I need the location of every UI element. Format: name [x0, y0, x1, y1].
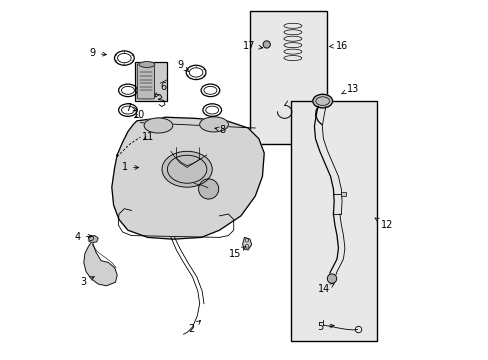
Text: 17: 17	[243, 41, 262, 50]
Bar	[249, 12, 326, 144]
Text: 3: 3	[81, 277, 94, 287]
Ellipse shape	[162, 151, 212, 187]
Text: 9: 9	[177, 60, 188, 71]
Text: 11: 11	[142, 132, 154, 142]
Text: 15: 15	[228, 247, 245, 258]
Ellipse shape	[312, 94, 332, 108]
Polygon shape	[112, 117, 264, 239]
FancyBboxPatch shape	[137, 64, 154, 99]
Text: 5: 5	[317, 322, 333, 332]
Text: 2: 2	[188, 320, 200, 334]
Bar	[290, 101, 376, 341]
Circle shape	[326, 274, 336, 283]
Text: 1: 1	[122, 162, 139, 172]
Text: 8: 8	[214, 125, 225, 135]
Ellipse shape	[139, 62, 155, 67]
Circle shape	[263, 41, 270, 48]
Bar	[341, 192, 345, 196]
Text: 10: 10	[133, 111, 145, 121]
FancyBboxPatch shape	[135, 62, 167, 101]
Polygon shape	[88, 235, 98, 243]
Text: 16: 16	[329, 41, 347, 50]
Ellipse shape	[199, 117, 228, 132]
Text: 9: 9	[89, 48, 106, 58]
Text: 7: 7	[125, 103, 137, 113]
Text: 6: 6	[155, 82, 166, 97]
Circle shape	[198, 179, 218, 199]
Text: 4: 4	[74, 232, 92, 242]
Ellipse shape	[144, 118, 172, 133]
Text: 14: 14	[318, 284, 333, 294]
Text: 13: 13	[341, 84, 358, 94]
Polygon shape	[83, 241, 117, 286]
Polygon shape	[242, 237, 251, 250]
Text: 12: 12	[374, 218, 392, 230]
